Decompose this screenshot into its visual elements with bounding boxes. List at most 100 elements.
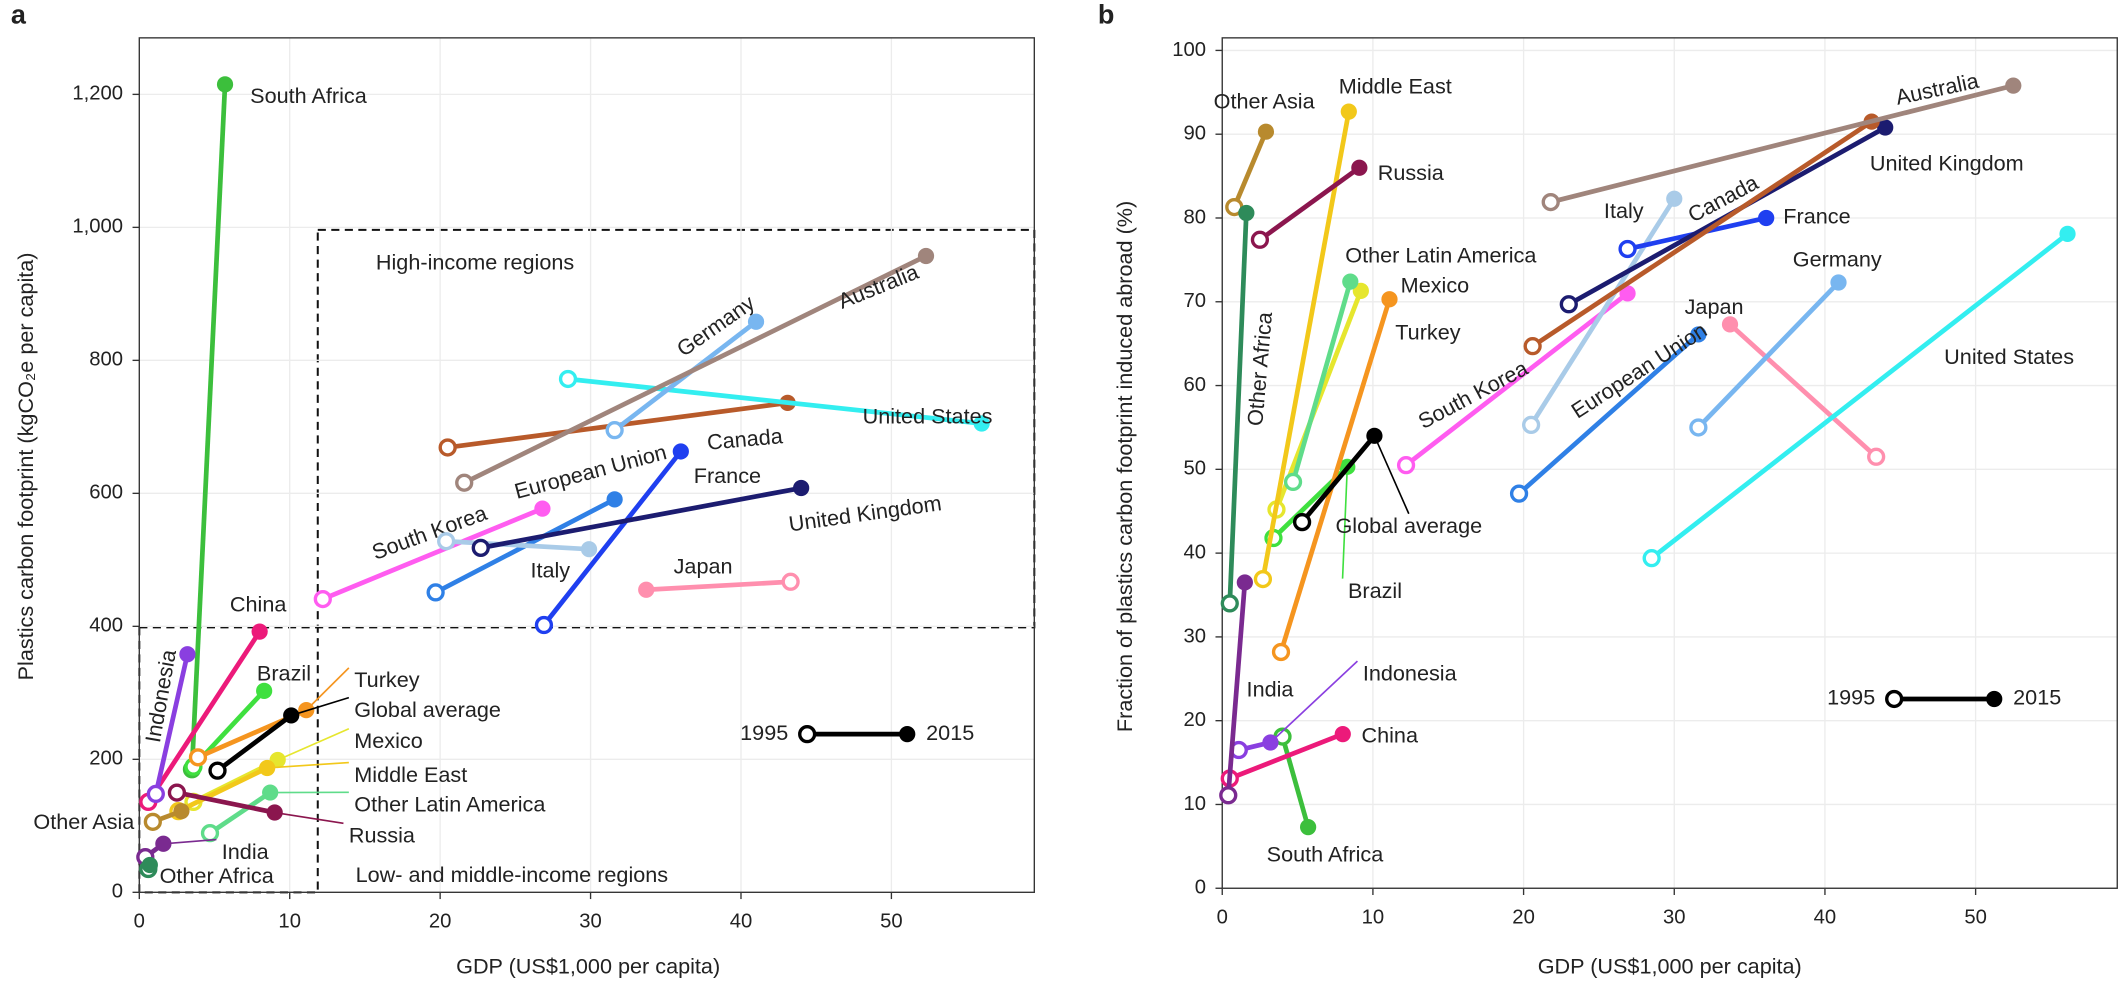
series-label: Indonesia [1363,660,1458,685]
point-end [1721,316,1739,333]
dumbbell-line [1300,434,1377,524]
point-start [534,615,554,635]
series-label: Russia [349,823,416,848]
series-label: India [1247,677,1295,702]
leader-line [1269,660,1358,744]
dumbbell-line [446,538,590,552]
series-label: United States [1944,344,2074,369]
y-tick-label: 800 [89,349,123,371]
point-start [1559,295,1578,314]
x-tick-label: 50 [880,910,903,932]
point-end [216,76,234,93]
series-label: Middle East [1339,74,1452,99]
series-label: Indonesia [140,647,181,745]
point-start [1271,642,1291,662]
legend-end [899,726,916,743]
y-axis-label: Fraction of plastics carbon footprint in… [1112,201,1137,732]
x-tick-label: 10 [1362,906,1385,928]
point-end [534,500,551,517]
dumbbell-line [1517,332,1700,496]
point-start [605,421,624,440]
point-start [1220,594,1239,613]
series-label: Other Latin America [1345,243,1537,268]
series-label: Mexico [1401,272,1470,297]
y-axis-label: Plastics carbon footprint (kgCO₂e per ca… [13,252,38,680]
point-end [1334,725,1351,743]
series-label: United Kingdom [1870,151,2024,176]
y-tick-label: 1,200 [72,83,123,105]
series-label: France [1783,203,1850,228]
point-start [1509,484,1529,503]
series-label: Turkey [1395,320,1460,345]
point-end [1300,818,1317,836]
plot-frame [138,37,1035,893]
dumbbell-line [1228,731,1344,781]
x-tick-label: 30 [579,910,602,932]
y-tick-label: 100 [1172,39,1206,61]
leader-line [277,727,350,761]
point-end [747,313,765,330]
point-start [455,473,474,492]
series-label: China [230,591,287,616]
point-start [426,583,445,602]
dumbbell-line [1650,232,2069,561]
point-end [251,623,268,640]
x-tick-label: 50 [1964,906,1987,928]
point-start [1867,447,1886,466]
dumbbell-line [646,579,791,593]
x-axis-label: GDP (US$1,000 per capita) [456,954,720,979]
series-label: South Korea [1414,355,1533,434]
leader-line [1373,435,1410,515]
x-tick-label: 30 [1663,906,1686,928]
point-end [256,682,273,699]
point-end [917,247,935,265]
y-tick-label: 80 [1183,206,1206,228]
dumbbell-line [176,790,276,815]
point-end [2005,77,2022,94]
series-label: Other Asia [33,809,135,834]
dumbbell-line [189,84,228,770]
dumbbell-line [1227,212,1249,604]
series-label: China [1361,723,1418,748]
dumbbell-line [1728,322,1878,459]
y-tick-label: 60 [1183,374,1206,396]
dumbbell-line [1260,111,1352,580]
y-tick-label: 400 [89,615,123,637]
point-start [1253,569,1273,589]
point-end [1381,291,1398,308]
annotation: High-income regions [376,249,575,274]
point-start [1283,472,1303,492]
dumbbell-line [1225,582,1248,796]
point-start [1396,456,1416,475]
y-tick-label: 40 [1183,541,1206,563]
series-label: Brazil [1348,578,1402,603]
series-label: Other Asia [1214,88,1316,113]
legend-end [1986,690,2003,708]
y-tick-label: 70 [1183,290,1206,312]
dumbbell-line [1278,298,1392,653]
point-start [188,748,208,767]
dumbbell-line [208,790,272,836]
point-end [1830,274,1847,291]
point-end [1351,159,1368,176]
y-tick-label: 0 [1195,877,1206,899]
point-end [173,803,190,820]
y-tick-label: 1,000 [72,216,123,238]
y-tick-label: 200 [89,748,123,770]
y-tick-label: 30 [1183,625,1206,647]
x-tick-label: 40 [1814,906,1837,928]
y-tick-label: 10 [1183,793,1206,815]
series-label: Australia [834,259,922,314]
panel-label: a [11,0,27,29]
point-end [638,581,655,598]
y-tick-label: 0 [112,881,123,903]
point-end [1352,282,1369,299]
x-tick-label: 20 [1512,906,1535,928]
point-end [973,415,990,432]
x-tick-label: 40 [730,910,753,932]
point-start [1541,192,1560,212]
series-label: India [222,839,270,864]
point-end [1342,273,1359,290]
legend-label: 1995 [1827,685,1875,710]
